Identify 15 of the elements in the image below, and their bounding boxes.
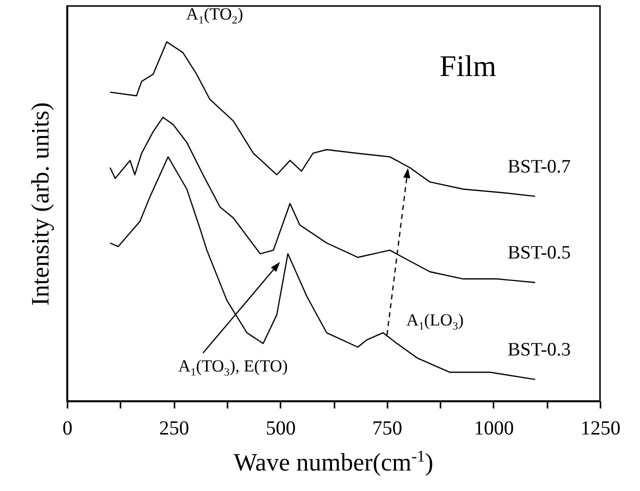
x-tick-label: 250	[159, 418, 190, 440]
y-axis-title: Intensity (arb. units)	[28, 102, 54, 306]
series-label: BST-0.3	[508, 339, 571, 360]
x-tick-label: 1250	[580, 418, 620, 440]
x-axis-title: Wave number(cm$^{-1}$)	[234, 447, 434, 477]
x-tick-label: 1000	[474, 418, 514, 440]
annotation: Film	[440, 50, 496, 83]
annotation: A$_{1}$(LO$_{3}$)	[406, 310, 464, 333]
x-tick-label: 0	[62, 418, 72, 440]
annotation: A$_{1}$(TO$_{2}$)	[186, 4, 244, 26]
x-tick-label: 750	[372, 418, 402, 440]
series-label: BST-0.5	[508, 242, 571, 264]
annotation: A$_{1}$(TO$_{3}$), E(TO)	[178, 356, 288, 379]
series-label: BST-0.7	[508, 156, 571, 178]
x-tick-label: 500	[266, 418, 296, 440]
